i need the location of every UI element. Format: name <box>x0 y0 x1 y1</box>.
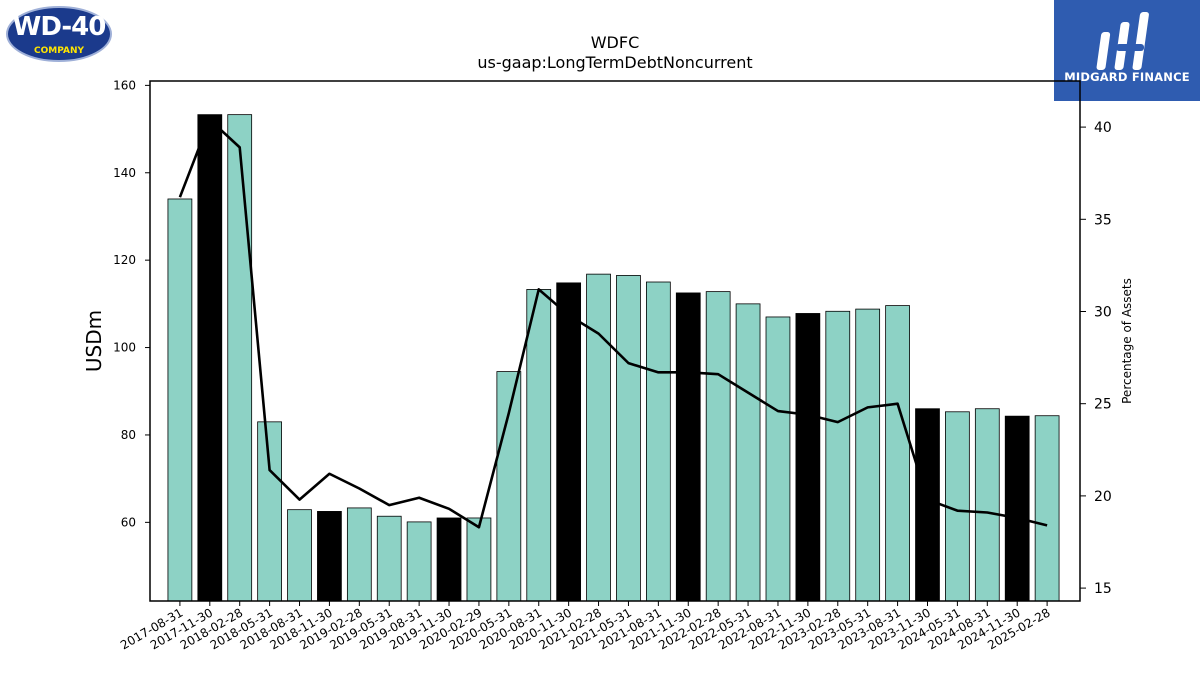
chart-title: WDFC <box>591 33 640 52</box>
bar <box>436 517 462 602</box>
bar <box>645 281 671 602</box>
bar <box>885 305 910 602</box>
bar <box>616 275 641 602</box>
bar <box>974 408 1000 602</box>
bar <box>346 507 372 602</box>
bar <box>1034 415 1060 602</box>
y-axis-label: USDm <box>82 310 106 372</box>
y-tick-label: 120 <box>113 253 136 267</box>
bar <box>287 509 312 602</box>
midgard-logo-text: MIDGARD FINANCE <box>1064 70 1190 84</box>
wd40-logo: WD-40 COMPANY <box>6 6 112 63</box>
y-tick-label: 80 <box>121 428 136 442</box>
y2-tick-label: 35 <box>1094 212 1112 228</box>
y-tick-label: 160 <box>113 78 136 92</box>
bar <box>376 515 402 602</box>
bar <box>167 198 193 602</box>
midgard-logo: MIDGARD FINANCE <box>1054 0 1200 101</box>
midgard-logo-mark <box>1096 12 1149 70</box>
bar <box>227 114 253 602</box>
chart-subtitle: us-gaap:LongTermDebtNoncurrent <box>477 53 752 72</box>
wd40-logo-subtext: COMPANY <box>34 46 84 56</box>
wd40-logo-badge <box>6 6 112 62</box>
bar <box>257 421 282 602</box>
bar <box>855 308 881 602</box>
percentage-line <box>178 118 1048 529</box>
bar <box>1004 415 1030 602</box>
y2-tick-label: 30 <box>1094 304 1112 320</box>
bar <box>197 114 223 602</box>
bar <box>526 289 552 602</box>
bar <box>705 291 731 602</box>
bar <box>496 371 522 602</box>
bar <box>556 282 582 602</box>
y2-axis-label: Percentage of Assets <box>1120 278 1134 404</box>
y-tick-label: 100 <box>113 341 136 355</box>
bar <box>915 408 940 602</box>
bar <box>825 310 851 602</box>
bar <box>317 511 342 602</box>
bar <box>406 521 432 602</box>
y2-tick-label: 20 <box>1094 489 1112 505</box>
y2-tick-label: 25 <box>1094 397 1112 413</box>
y2-tick-label: 15 <box>1094 581 1112 597</box>
bar <box>675 292 701 602</box>
bar <box>795 313 821 602</box>
y-tick-label: 140 <box>113 166 136 180</box>
plot-frame <box>149 80 1081 602</box>
bar <box>765 316 791 602</box>
wd40-logo-text: WD-40 <box>12 12 107 42</box>
y2-tick-label: 40 <box>1094 120 1112 136</box>
bar <box>466 517 492 602</box>
bar <box>735 303 761 602</box>
bar <box>586 273 611 602</box>
y-tick-label: 60 <box>121 515 136 529</box>
